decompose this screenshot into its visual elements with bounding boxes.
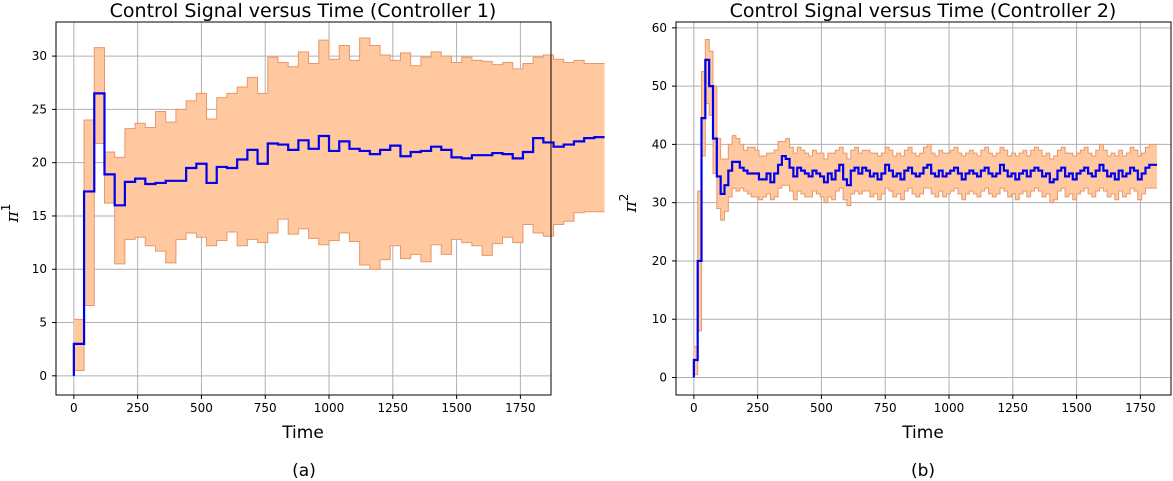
x-tick-label: 0 [70, 401, 78, 415]
y-tick-label: 15 [32, 209, 47, 223]
y-tick-label: 25 [32, 102, 47, 116]
band-lower-edge [693, 103, 1157, 376]
plot-frame [55, 21, 552, 396]
x-axis-label: Time [901, 423, 944, 443]
x-tick-label: 1250 [378, 401, 409, 415]
y-tick-label: 50 [652, 79, 667, 93]
chart-title: Control Signal versus Time (Controller 2… [730, 0, 1117, 22]
y-axis-label: π1 [0, 204, 23, 224]
x-tick-label: 500 [810, 401, 833, 415]
y-tick-label: 10 [32, 262, 47, 276]
y-tick-label: 60 [652, 21, 667, 35]
y-tick-label: 40 [652, 137, 667, 151]
panel-caption: (b) [911, 461, 935, 481]
x-tick-label: 1750 [505, 401, 536, 415]
mean-series-line [692, 58, 1157, 378]
y-tick-label: 30 [32, 49, 47, 63]
x-tick-label: 1250 [998, 401, 1029, 415]
confidence-band [693, 39, 1157, 375]
band-upper-edge [693, 38, 1157, 348]
y-tick-label: 0 [659, 371, 667, 385]
panel-caption: (a) [292, 461, 316, 481]
y-axis-label-base: π [3, 210, 23, 223]
x-tick-label: 1500 [1061, 401, 1092, 415]
x-tick-label: 250 [746, 401, 769, 415]
y-axis-label-base: π [621, 200, 641, 213]
y-tick-label: 20 [32, 156, 47, 170]
chart-panel-controller-2: Control Signal versus Time (Controller 2… [617, 0, 1172, 481]
x-tick-label: 0 [690, 401, 698, 415]
x-tick-label: 1500 [441, 401, 472, 415]
y-axis-label: π2 [617, 194, 641, 214]
chart-title: Control Signal versus Time (Controller 1… [110, 0, 497, 22]
y-tick-label: 30 [652, 196, 667, 210]
y-tick-label: 20 [652, 254, 667, 268]
x-tick-label: 1750 [1125, 401, 1156, 415]
x-tick-label: 1000 [934, 401, 965, 415]
y-tick-label: 5 [39, 316, 47, 330]
y-axis-label-sup: 1 [0, 204, 13, 212]
y-axis-label-sup: 2 [617, 194, 631, 202]
confidence-band [73, 37, 605, 371]
x-axis-label: Time [281, 423, 324, 443]
x-tick-label: 500 [190, 401, 213, 415]
band-upper-edge [73, 37, 605, 320]
x-tick-label: 750 [874, 401, 897, 415]
band-lower-edge [73, 142, 605, 371]
x-tick-label: 250 [126, 401, 149, 415]
y-tick-label: 10 [652, 312, 667, 326]
chart-panel-controller-1: Control Signal versus Time (Controller 1… [0, 0, 605, 481]
y-tick-label: 0 [39, 369, 47, 383]
x-tick-label: 1000 [314, 401, 345, 415]
x-tick-label: 750 [254, 401, 277, 415]
plot-frame [675, 21, 1172, 396]
mean-series-line [72, 92, 605, 376]
